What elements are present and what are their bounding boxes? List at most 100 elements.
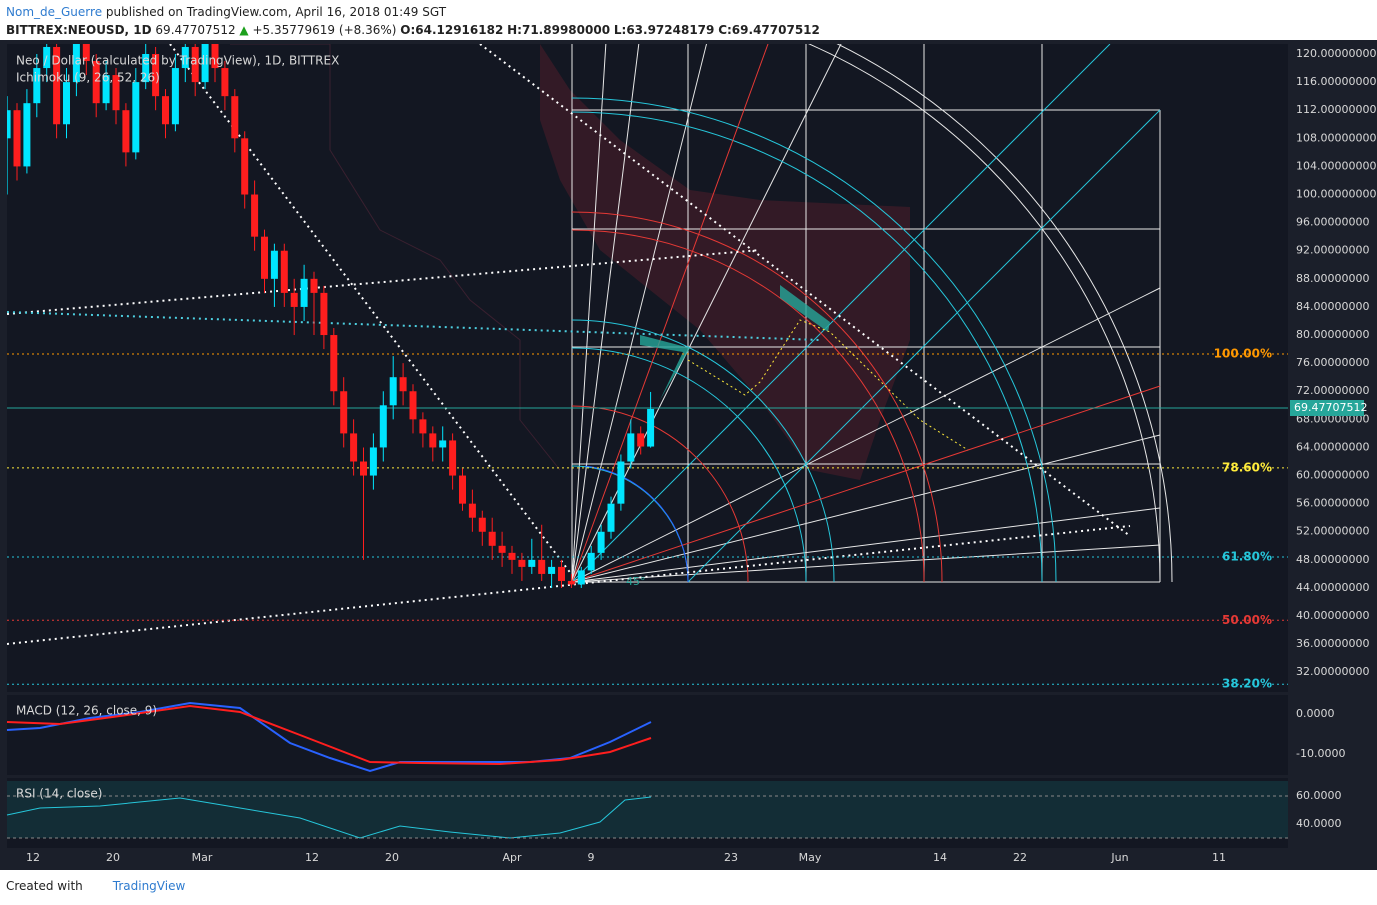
candle-body	[112, 75, 120, 111]
candle-body	[221, 68, 229, 97]
fib-label: 78.60%	[1222, 460, 1272, 474]
legend-ichimoku: Ichimoku (9, 26, 52, 26)	[16, 71, 160, 85]
candle-body	[399, 377, 407, 392]
legend-rsi: RSI (14, close)	[16, 787, 102, 801]
legend-main: Neo / Dollar (calculated by TradingView)…	[16, 54, 339, 68]
price-label: 52.00000000	[1296, 525, 1369, 538]
candle-body	[211, 44, 219, 69]
angle-label: 45°	[626, 575, 646, 588]
change: +5.35779619 (+8.36%)	[252, 23, 397, 37]
price-label: 80.00000000	[1296, 328, 1369, 341]
low: L:63.97248179	[613, 23, 715, 37]
symbol: BITTREX:NEOUSD, 1D	[6, 23, 152, 37]
footer: Created with TradingView	[6, 879, 185, 893]
candle-body	[360, 461, 367, 476]
price-label: 116.00000000	[1296, 75, 1376, 88]
price-label: 92.00000000	[1296, 244, 1369, 257]
legend-macd: MACD (12, 26, close, 9)	[16, 704, 157, 718]
fib-label: 61.80%	[1222, 550, 1272, 564]
candle-body	[567, 580, 575, 585]
rsi-line	[6, 796, 652, 839]
time-label: Jun	[1110, 851, 1128, 864]
candle-body	[409, 391, 417, 420]
time-label: 22	[1013, 851, 1027, 864]
candle-body	[201, 44, 209, 83]
price-label: 64.00000000	[1296, 440, 1369, 453]
candle-body	[33, 68, 41, 104]
path-yellow	[687, 319, 969, 451]
time-label: 20	[106, 851, 120, 864]
candle-body	[439, 440, 447, 448]
candle-body	[508, 552, 516, 560]
time-label: 9	[588, 851, 595, 864]
candle-body	[63, 82, 70, 125]
fib-label: 38.20%	[1222, 677, 1272, 691]
projection	[640, 335, 690, 400]
candle-body	[142, 54, 150, 83]
candle-body	[478, 517, 486, 532]
candle-body	[419, 419, 427, 434]
time-label: 12	[26, 851, 40, 864]
candle-body	[627, 433, 635, 462]
price-label: 36.00000000	[1296, 637, 1369, 650]
gann-cyan	[571, 44, 1161, 583]
price-label: 48.00000000	[1296, 553, 1369, 566]
candle-body	[13, 110, 21, 167]
macd-axis-label: 0.0000	[1296, 707, 1335, 720]
signal-line	[6, 704, 652, 766]
time-label: 14	[933, 851, 947, 864]
candle-body	[548, 566, 556, 574]
projection	[780, 285, 830, 332]
price-tag-bg	[1290, 400, 1364, 416]
header: Nom_de_Guerre published on TradingView.c…	[6, 5, 820, 37]
candle-body	[102, 75, 110, 104]
candle-body	[558, 566, 565, 581]
candle-body	[162, 96, 169, 125]
candle-body	[270, 250, 278, 279]
rsi-band	[7, 781, 1288, 838]
macd-pane	[7, 695, 1288, 775]
time-label: 12	[305, 851, 319, 864]
published: published on TradingView.com, April 16, …	[105, 5, 447, 19]
candle-body	[251, 194, 259, 237]
candle-body	[300, 278, 308, 307]
close: C:69.47707512	[718, 23, 820, 37]
created: Created with	[6, 879, 83, 893]
fib-label: 50.00%	[1222, 613, 1272, 627]
price-label: 84.00000000	[1296, 300, 1369, 313]
price-label: 120.00000000	[1296, 47, 1376, 60]
time-label: Apr	[502, 851, 522, 864]
time-axis: 12 20 Mar 12 20 Apr 9 23 May 14 22 Jun 11	[26, 851, 1226, 864]
brand[interactable]: TradingView	[112, 879, 186, 893]
candle-body	[280, 250, 288, 293]
price-label: 104.00000000	[1296, 159, 1376, 172]
candle-body	[261, 236, 268, 279]
candle-body	[340, 391, 348, 434]
fib-label: 100.00%	[1214, 347, 1272, 361]
candle-body	[528, 559, 536, 567]
candle-body	[518, 559, 526, 567]
fib-levels	[7, 353, 1288, 685]
last: 69.47707512	[155, 23, 236, 37]
candle-body	[617, 461, 625, 504]
candle-body	[587, 552, 595, 571]
candle-body	[53, 46, 61, 125]
drawings	[7, 44, 1288, 685]
candle-body	[379, 405, 387, 448]
main-pane	[7, 44, 1288, 692]
price-label: 72.00000000	[1296, 384, 1369, 397]
author[interactable]: Nom_de_Guerre	[6, 5, 103, 19]
candle-body	[350, 433, 358, 462]
candle-body	[468, 503, 476, 518]
price-label: 60.00000000	[1296, 469, 1369, 482]
time-label: Mar	[192, 851, 213, 864]
price-label: 100.00000000	[1296, 188, 1376, 201]
candle-body	[330, 335, 338, 392]
candle-body	[597, 531, 605, 553]
candle-body	[647, 408, 655, 447]
candle-body	[132, 82, 140, 153]
candle-body	[290, 292, 298, 307]
candle-body	[369, 447, 377, 476]
price-label: 32.00000000	[1296, 665, 1369, 678]
